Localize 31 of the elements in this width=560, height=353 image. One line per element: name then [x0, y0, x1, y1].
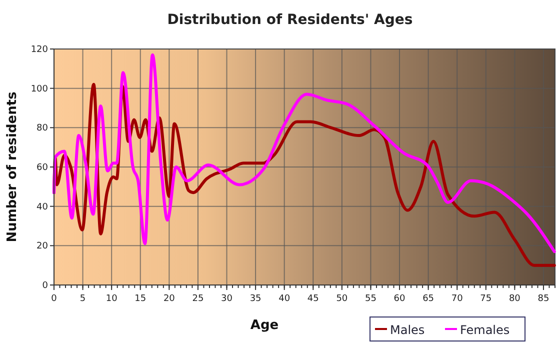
x-tick-label: 5: [80, 294, 86, 304]
x-tick-label: 25: [192, 294, 204, 304]
x-tick-label: 50: [336, 294, 348, 304]
x-tick-label: 60: [394, 294, 406, 304]
y-tick-label: 20: [36, 242, 48, 252]
y-tick-label: 40: [36, 202, 48, 212]
x-tick-label: 70: [451, 294, 464, 304]
y-tick-label: 60: [36, 163, 48, 173]
line-series: [52, 53, 556, 254]
y-axis-title: Number of residents: [5, 91, 20, 242]
x-tick-label: 55: [365, 294, 376, 304]
x-tick-label: 85: [538, 294, 550, 304]
y-tick-label: 80: [36, 124, 48, 134]
y-tick-label: 100: [30, 84, 48, 94]
legend-label: Males: [390, 323, 425, 337]
y-tick-label: 120: [30, 45, 48, 55]
x-tick-label: 75: [480, 294, 492, 304]
x-tick-label: 40: [278, 294, 290, 304]
x-tick-label: 10: [106, 294, 118, 304]
x-tick-label: 80: [508, 294, 521, 304]
x-tick-label: 45: [307, 294, 319, 304]
x-axis-title: Age: [250, 318, 279, 333]
x-tick-label: 15: [134, 294, 146, 304]
x-tick-label: 35: [250, 294, 262, 304]
legend-label: Females: [460, 323, 510, 337]
y-tick-label: 0: [42, 281, 48, 291]
x-tick-label: 65: [422, 294, 434, 304]
chart-title: Distribution of Residents' Ages: [167, 12, 413, 28]
x-tick-label: 20: [163, 294, 176, 304]
x-tick-label: 30: [221, 294, 233, 304]
x-tick-label: 0: [51, 294, 58, 304]
